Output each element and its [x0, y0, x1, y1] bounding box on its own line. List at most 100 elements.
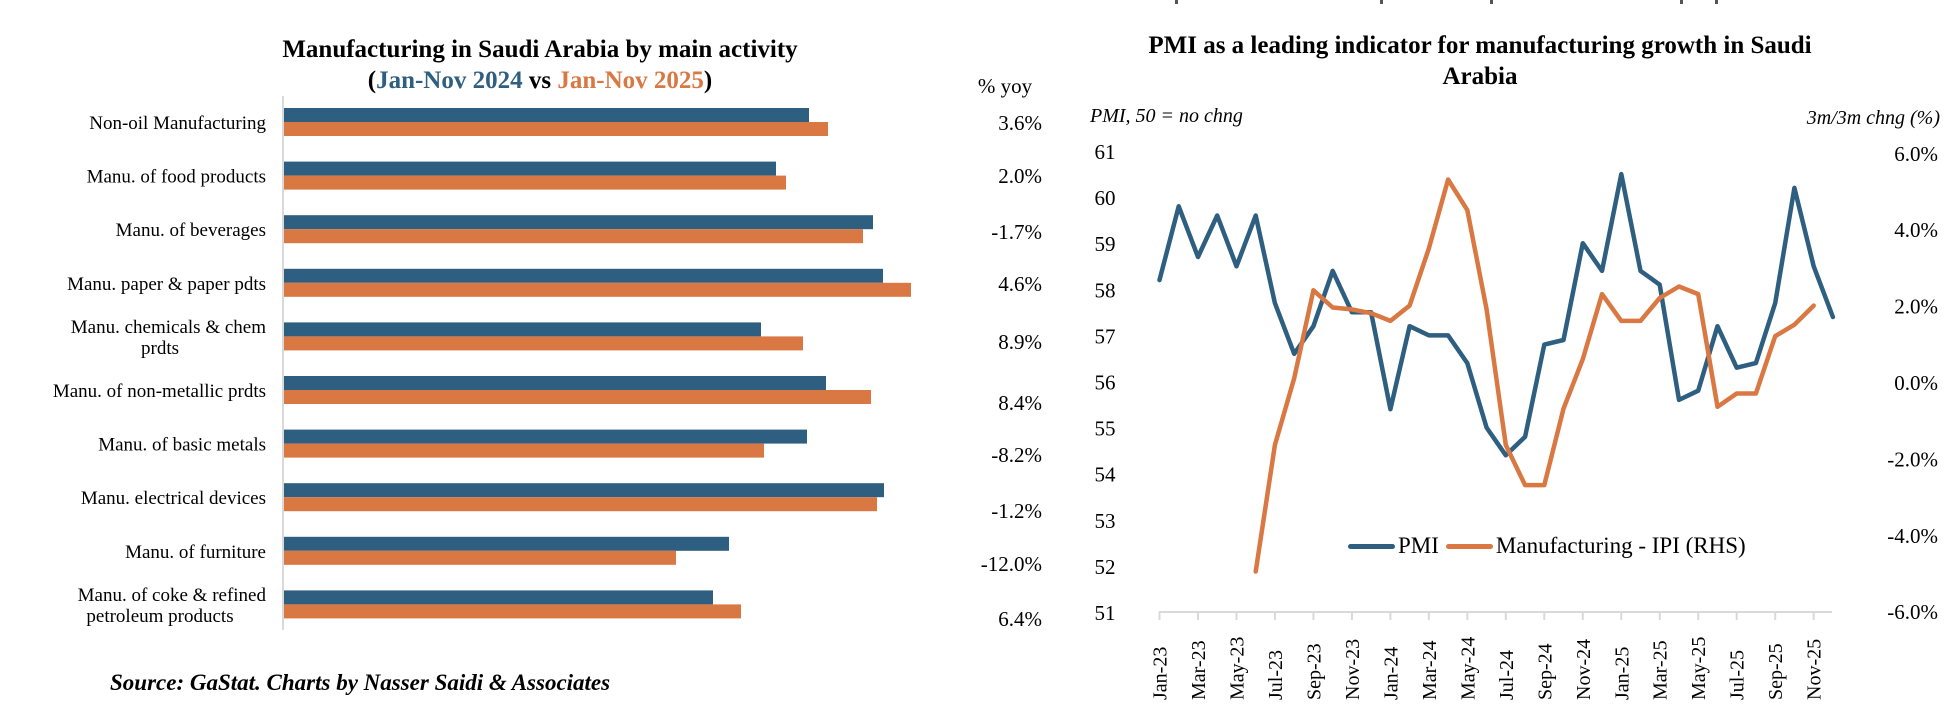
bar-2025: [284, 443, 764, 458]
category-label: Manu. chemicals & chem: [71, 317, 266, 338]
category-label: Manu. of food products: [87, 167, 266, 188]
bar-2025: [284, 282, 911, 297]
left-axis-tick-label: 60: [1095, 186, 1116, 210]
x-axis-tick-label: Jul-24: [1496, 650, 1518, 700]
right-axis-tick-label: 0.0%: [1894, 371, 1938, 395]
yoy-change-label: 4.6%: [998, 272, 1042, 296]
bar-2025: [284, 175, 786, 190]
left-axis-tick-label: 58: [1095, 278, 1116, 302]
left-axis-tick-label: 53: [1095, 509, 1116, 533]
category-label: petroleum products: [86, 606, 233, 627]
bar-2024: [284, 429, 807, 444]
yoy-change-label: 8.9%: [998, 330, 1042, 354]
bar-2024: [284, 483, 884, 498]
x-axis-tick-label: Nov-24: [1573, 639, 1595, 700]
bar-2025: [284, 604, 741, 619]
left-chart-title-line2: (Jan-Nov 2024 vs Jan-Nov 2025): [140, 65, 940, 96]
bar-2025: [284, 550, 676, 565]
x-axis-tick-label: Jan-25: [1611, 647, 1633, 700]
paren-close: ): [703, 67, 713, 94]
right-chart-title: PMI as a leading indicator for manufactu…: [1148, 32, 1812, 90]
title-period-2024: Jan-Nov 2024: [376, 67, 523, 94]
left-axis-tick-label: 57: [1095, 324, 1116, 348]
x-axis-tick-label: Sep-23: [1303, 643, 1325, 700]
x-axis-tick-label: Sep-24: [1534, 643, 1556, 700]
x-axis-tick-label: Jan-24: [1380, 647, 1402, 700]
right-axis-tick-label: -4.0%: [1887, 524, 1938, 548]
cropped-fragment-mark: [1175, 0, 1178, 4]
cropped-fragment-mark: [1715, 0, 1718, 4]
left-axis-unit-label: PMI, 50 = no chng: [1090, 105, 1243, 127]
source-note: Source: GaStat. Charts by Nasser Saidi &…: [110, 670, 611, 695]
ipi-line: [1253, 177, 1816, 574]
left-chart-title-line1: Manufacturing in Saudi Arabia by main ac…: [282, 36, 798, 63]
bar-2025: [284, 390, 871, 404]
right-axis-unit-label: 3m/3m chng (%): [1806, 107, 1940, 129]
bar-2024: [284, 376, 826, 390]
bar-2024: [284, 590, 713, 605]
left-axis-tick-label: 54: [1095, 463, 1117, 487]
category-label: Manu. of non-metallic prdts: [53, 381, 266, 402]
x-axis-tick-label: May-23: [1226, 637, 1248, 700]
yoy-change-label: -12.0%: [981, 552, 1042, 576]
bar-2025: [284, 497, 877, 512]
bar-2024: [284, 268, 883, 283]
right-axis-tick-label: 4.0%: [1894, 218, 1938, 242]
yoy-change-label: 8.4%: [998, 391, 1042, 415]
right-axis-tick-label: -6.0%: [1887, 600, 1938, 624]
category-label: Manu. of coke & refined: [78, 585, 267, 606]
legend-label-ipi: Manufacturing - IPI (RHS): [1495, 533, 1746, 558]
cropped-fragment-mark: [1680, 0, 1683, 4]
yoy-change-label: 3.6%: [998, 111, 1042, 135]
yoy-change-label: -8.2%: [991, 443, 1042, 467]
chart-legend: PMI Manufacturing - IPI (RHS): [1348, 532, 1753, 560]
left-axis-tick-label: 51: [1095, 601, 1116, 625]
right-axis-tick-label: 2.0%: [1894, 295, 1938, 319]
category-label: Manu. of beverages: [116, 220, 266, 241]
bar-2024: [284, 161, 776, 176]
x-axis-tick-label: Mar-24: [1419, 640, 1441, 700]
category-label: prdts: [141, 338, 179, 359]
x-axis-tick-label: Mar-25: [1650, 640, 1672, 700]
yoy-change-label: 6.4%: [998, 607, 1042, 631]
x-axis-tick-label: Nov-23: [1342, 639, 1364, 700]
bar-2024: [284, 322, 761, 337]
left-axis-tick-label: 52: [1095, 555, 1116, 579]
right-axis-tick-label: -2.0%: [1887, 447, 1938, 471]
left-axis-tick-label: 61: [1095, 140, 1116, 164]
x-axis-tick-label: Jan-23: [1150, 647, 1172, 700]
category-label: Manu. paper & paper pdts: [67, 274, 266, 295]
yoy-column-header: % yoy: [977, 74, 1033, 98]
bar-2024: [284, 215, 873, 230]
left-bar-chart: Non-oil Manufacturing 3.6% Manu. of food p…: [53, 96, 1042, 631]
x-axis-tick-label: Mar-23: [1188, 640, 1210, 700]
legend-swatch-pmi: [1348, 543, 1395, 549]
yoy-change-label: -1.2%: [991, 499, 1042, 523]
legend-item-pmi: PMI: [1348, 533, 1439, 559]
cropped-fragment-mark: [1490, 0, 1493, 4]
cropped-previous-chart-fragment: [1175, 0, 1718, 4]
title-vs: vs: [522, 67, 558, 94]
yoy-change-label: 2.0%: [998, 164, 1042, 188]
x-axis-tick-label: Nov-25: [1804, 639, 1826, 700]
bar-2025: [284, 122, 828, 136]
bar-2024: [284, 108, 809, 122]
legend-swatch-ipi: [1445, 543, 1493, 549]
right-axis-tick-label: 6.0%: [1894, 142, 1938, 166]
bar-2025: [284, 229, 863, 244]
cropped-fragment-mark: [1380, 0, 1383, 4]
x-axis-tick-label: Jul-25: [1727, 650, 1749, 700]
bar-2025: [284, 336, 803, 351]
left-chart-title: Manufacturing in Saudi Arabia by main ac…: [140, 34, 940, 96]
bar-2024: [284, 536, 729, 551]
x-axis-tick-label: Jul-23: [1265, 650, 1287, 700]
x-axis-tick-label: Sep-25: [1765, 643, 1787, 700]
legend-item-ipi: Manufacturing - IPI (RHS): [1445, 533, 1746, 559]
left-axis-tick-label: 59: [1095, 232, 1116, 256]
title-period-2025: Jan-Nov 2025: [557, 67, 704, 94]
paren-open: (: [367, 67, 377, 94]
left-axis-tick-label: 55: [1095, 417, 1116, 441]
category-label: Manu. of basic metals: [98, 435, 266, 456]
category-label: Manu. electrical devices: [81, 488, 266, 509]
